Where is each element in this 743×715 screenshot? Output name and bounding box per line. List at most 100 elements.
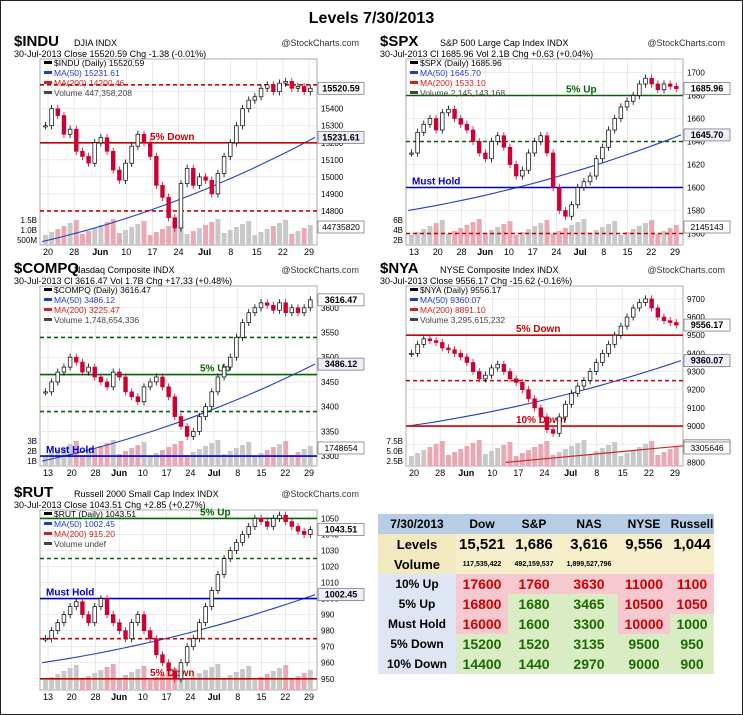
candle-body-compq: [203, 406, 208, 417]
candle-body-rut: [160, 654, 165, 664]
volume-bar-nya: [421, 450, 427, 466]
legend-entry-indu: MA(200) 14200.46: [54, 78, 125, 88]
legend-swatch-compq: [44, 308, 52, 311]
x-tick-spx: 13: [409, 247, 419, 257]
candle-body-compq: [92, 366, 97, 378]
volume-bar-compq: [79, 455, 85, 466]
volume-bar-rut: [153, 677, 159, 690]
volume-bar-nya: [464, 446, 470, 466]
volume-bar-spx: [476, 219, 482, 245]
volume-bar-indu: [240, 224, 246, 245]
candle-body-spx: [415, 131, 420, 154]
x-tick-rut: Jul: [208, 692, 221, 702]
legend-swatch-spx: [410, 71, 418, 74]
volume-bar-nya: [636, 447, 642, 466]
candle-body-rut: [178, 662, 184, 680]
x-tick-compq: 24: [185, 468, 195, 478]
candle-body-rut: [246, 526, 251, 535]
volume-bar-compq: [233, 448, 239, 466]
y-tick-nya: 9200: [687, 386, 705, 395]
volume-bar-spx: [501, 224, 507, 245]
volume-tick-compq: 1B: [27, 457, 37, 466]
table-level-value: 15,521: [456, 534, 508, 554]
candle-body-nya: [594, 362, 599, 372]
legend-swatch-rut: [44, 542, 52, 545]
candle-body-spx: [501, 135, 507, 148]
candle-body-rut: [86, 614, 91, 623]
y-tick-rut: 970: [321, 643, 335, 652]
volume-bar-indu: [307, 225, 313, 245]
candle-body-compq: [61, 366, 67, 373]
candle-body-nya: [452, 349, 457, 354]
volume-bar-indu: [203, 225, 209, 245]
candle-body-indu: [228, 142, 233, 157]
level-label-rut: 5% Down: [150, 668, 194, 679]
candle-body-compq: [221, 366, 227, 378]
volume-bar-rut: [221, 678, 227, 690]
volume-bar-spx: [507, 221, 513, 245]
table-volume-value: [618, 554, 670, 574]
x-tick-nya: 10: [487, 468, 497, 478]
volume-bar-rut: [116, 678, 122, 690]
candle-body-rut: [172, 670, 178, 680]
table-level-value: 3,616: [560, 534, 618, 554]
volume-bar-nya: [507, 442, 513, 466]
plot-area-rut: [39, 509, 318, 691]
volume-bar-indu: [301, 228, 307, 245]
chart-watermark-compq: @StockCharts.com: [281, 265, 359, 275]
volume-bar-nya: [575, 443, 581, 466]
volume-bar-indu: [252, 235, 258, 245]
level-label-rut: 5% Up: [200, 507, 231, 518]
x-tick-compq: 8: [235, 468, 240, 478]
candle-body-rut: [191, 638, 196, 648]
candle-body-rut: [141, 614, 147, 632]
volume-bar-rut: [147, 680, 153, 690]
volume-bar-nya: [415, 453, 421, 466]
candle-body-spx: [464, 123, 470, 131]
candle-body-indu: [172, 217, 178, 229]
candle-body-nya: [427, 338, 433, 342]
candle-body-spx: [674, 85, 679, 89]
y-tick-spx: 1600: [687, 184, 705, 193]
volume-bar-indu: [160, 229, 165, 245]
table-header-cell: Dow: [456, 514, 508, 534]
volume-bar-nya: [593, 451, 599, 466]
candle-body-nya: [440, 342, 445, 349]
volume-bar-indu: [196, 228, 202, 245]
volume-bar-rut: [43, 680, 48, 690]
candle-body-compq: [228, 356, 233, 368]
volume-bar-nya: [489, 451, 494, 466]
candle-body-rut: [228, 550, 233, 559]
table-header-row: 7/30/2013 Dow S&P NAS NYSE Russell: [378, 514, 714, 534]
chart-panel-rut: $RUT Russell 2000 Small Cap Index INDX @St…: [12, 486, 367, 708]
volume-bar-rut: [190, 676, 196, 690]
volume-bar-indu: [270, 226, 276, 245]
ma50-badge-box-spx: [683, 128, 731, 142]
chart-subtitle-compq: Nasdaq Composite INDX: [74, 265, 175, 275]
x-tick-rut: 15: [257, 692, 267, 702]
candle-body-compq: [277, 302, 282, 311]
volume-bar-nya: [587, 454, 593, 466]
candle-body-spx: [550, 152, 556, 188]
candle-body-indu: [67, 128, 73, 135]
volume-badge-indu: 44735820: [322, 222, 360, 232]
candle-body-rut: [154, 638, 159, 656]
chart-subtitle-indu: DJIA INDX: [74, 38, 117, 48]
volume-bar-rut: [110, 664, 116, 690]
volume-bar-indu: [295, 231, 301, 245]
volume-bar-rut: [123, 675, 128, 690]
candle-body-compq: [234, 337, 239, 358]
level-label-nya: 5% Down: [516, 324, 560, 335]
volume-bar-rut: [295, 676, 301, 690]
y-tick-nya: 9000: [687, 422, 705, 431]
y-tick-compq: 3300: [321, 452, 339, 461]
volume-bar-spx: [618, 235, 624, 245]
plot-area-compq: [39, 285, 318, 467]
candle-body-compq: [191, 431, 196, 437]
x-tick-compq: 22: [280, 468, 290, 478]
x-tick-indu: 22: [278, 247, 288, 257]
candle-body-nya: [421, 338, 426, 345]
volume-bar-indu: [283, 220, 289, 245]
volume-bar-compq: [147, 456, 153, 466]
